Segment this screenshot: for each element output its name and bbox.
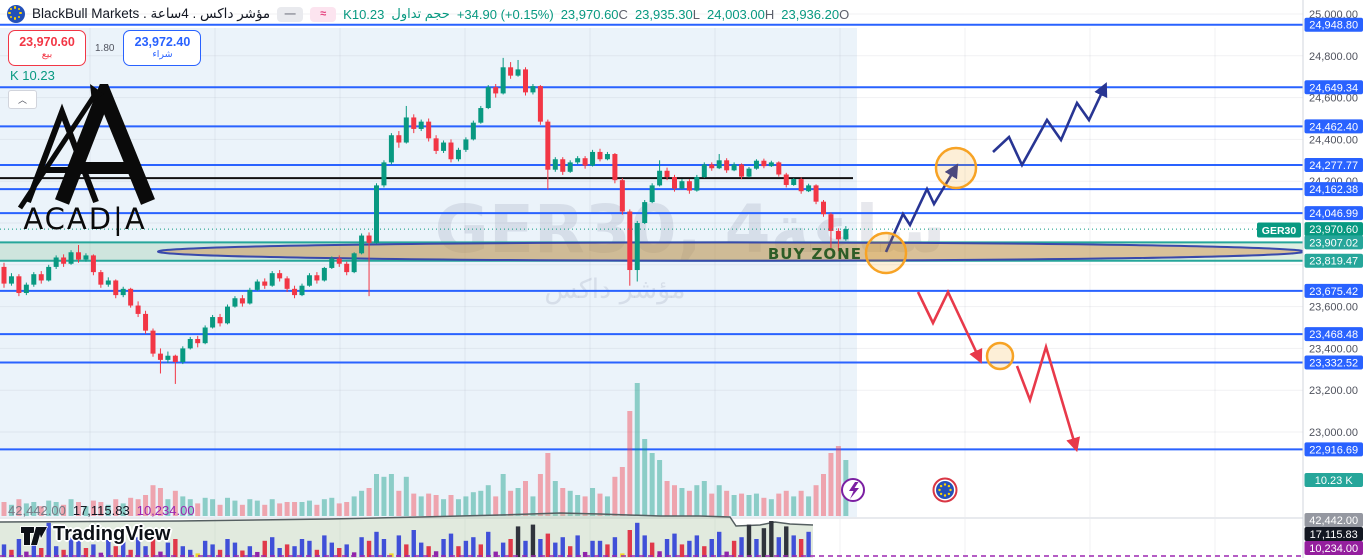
buy-price: 23,972.40 (134, 35, 191, 50)
support-resistance-lines (0, 23, 1303, 451)
acadia-arrow (17, 88, 101, 210)
level-price-label: 23,468.48 (1304, 327, 1363, 342)
svg-text:23,600.00: 23,600.00 (1309, 302, 1358, 314)
svg-text:23,819.47: 23,819.47 (1309, 256, 1358, 268)
level-price-label: 24,948.80 (1304, 17, 1363, 32)
symbol-title[interactable]: مؤشر داكس . 4ساعة . BlackBull Markets (32, 6, 271, 21)
level-price-label: 24,649.34 (1304, 80, 1363, 95)
acadia-logo: ACAD|A (17, 84, 155, 236)
svg-text:22,916.69: 22,916.69 (1309, 444, 1358, 456)
lightning-marker-icon (841, 478, 865, 502)
svg-text:23,970.60: 23,970.60 (1309, 224, 1358, 236)
bottom-pane-scale-label: 17,115.83 (1304, 527, 1363, 541)
current-price-label: 23,970.60 (1304, 222, 1363, 237)
symbol-price-tag: GER30 (1257, 222, 1301, 238)
spread-value: 1.80 (95, 42, 115, 54)
bottom-indicator-values: 42,442.00 17,115.83 10,234.00 (8, 503, 195, 518)
chart-legend: مؤشر داكس . 4ساعة . BlackBull Markets — … (0, 0, 1303, 28)
source-toggle-icon[interactable]: — (277, 6, 304, 22)
highlight-circle (985, 341, 1015, 371)
svg-text:23,200.00: 23,200.00 (1309, 385, 1358, 397)
sell-label: بيع (41, 48, 53, 60)
indicator-value-2: 17,115.83 (72, 503, 130, 518)
svg-text:23,907.02: 23,907.02 (1309, 237, 1358, 249)
svg-text:24,800.00: 24,800.00 (1309, 51, 1358, 63)
level-price-label: 24,162.38 (1304, 182, 1363, 197)
svg-text:10.23 K: 10.23 K (1315, 475, 1354, 487)
svg-text:GER30: GER30 (1262, 225, 1297, 237)
volume-scale-label: 10.23 K (1304, 473, 1363, 487)
bearish-projection-zigzag (916, 288, 1081, 453)
buy-zone-ellipse (157, 241, 1305, 262)
svg-text:24,948.80: 24,948.80 (1309, 20, 1358, 32)
svg-text:24,649.34: 24,649.34 (1309, 82, 1358, 94)
indicator-value-3: 10,234.00 (136, 503, 195, 518)
svg-text:24,400.00: 24,400.00 (1309, 134, 1358, 146)
high-value: 24,003.00H (707, 6, 775, 22)
svg-text:23,468.48: 23,468.48 (1309, 329, 1358, 341)
buy-zone-top-label: 23,907.02 (1304, 235, 1363, 250)
low-value: 23,935.30L (634, 6, 701, 22)
svg-text:23,000.00: 23,000.00 (1309, 427, 1358, 439)
eu-flag-icon (7, 5, 25, 23)
volume-value: K10.23 (343, 6, 385, 22)
bottom-pane-scale-label: 42,442.00 (1304, 513, 1363, 527)
bullish-projection-zigzag (884, 82, 1108, 253)
svg-text:23,675.42: 23,675.42 (1309, 286, 1358, 298)
session-tint (0, 28, 857, 517)
svg-text:24,277.77: 24,277.77 (1309, 160, 1358, 172)
highlight-circle (934, 146, 978, 190)
tradingview-logo[interactable]: TradingView (20, 521, 170, 547)
bottom-pane-scale-label: 10,234.00 (1304, 541, 1363, 555)
svg-text:24,600.00: 24,600.00 (1309, 93, 1358, 105)
volume-indicator-label[interactable]: حجم تداول (391, 6, 450, 21)
buy-zone-band (0, 242, 1303, 261)
sell-price: 23,970.60 (19, 35, 75, 50)
open-value: 23,936.20O (781, 6, 850, 22)
close-value: 23,970.60C (560, 6, 628, 22)
svg-text:10,234.00: 10,234.00 (1309, 543, 1358, 555)
eu-event-marker-icon (932, 477, 958, 503)
candles (1, 57, 849, 384)
acadia-logo-text: ACAD|A (23, 202, 146, 236)
buy-label: شراء (152, 48, 173, 60)
highlight-circle (864, 231, 908, 275)
svg-text:24,162.38: 24,162.38 (1309, 184, 1358, 196)
buy-button[interactable]: 23,972.40 شراء (123, 30, 202, 66)
svg-text:23,400.00: 23,400.00 (1309, 343, 1358, 355)
level-price-label: 24,277.77 (1304, 157, 1363, 172)
buy-zone-bottom-label: 23,819.47 (1304, 253, 1363, 268)
delta-bars (1, 521, 811, 557)
tradingview-mark-icon (20, 526, 48, 546)
level-price-label: 22,916.69 (1304, 442, 1363, 457)
svg-text:17,115.83: 17,115.83 (1310, 529, 1358, 541)
wave-indicator-icon[interactable]: ≈ (310, 6, 337, 22)
level-price-label: 24,046.99 (1304, 206, 1363, 221)
level-price-label: 23,675.42 (1304, 283, 1363, 298)
collapse-panel-button[interactable]: ︿ (8, 90, 37, 109)
svg-text:23,332.52: 23,332.52 (1309, 358, 1358, 370)
svg-text:42,442.00: 42,442.00 (1309, 515, 1358, 527)
level-price-label: 23,332.52 (1304, 355, 1363, 370)
sell-button[interactable]: 23,970.60 بيع (8, 30, 86, 66)
trade-panel: 23,970.60 بيع 1.80 23,972.40 شراء (8, 30, 202, 66)
volume-legend-value: K 10.23 (10, 68, 55, 83)
tradingview-logo-text: TradingView (53, 522, 171, 545)
svg-text:24,462.40: 24,462.40 (1309, 121, 1358, 133)
svg-text:24,046.99: 24,046.99 (1309, 208, 1358, 220)
indicator-value-1: 42,442.00 (8, 503, 66, 518)
buy-zone-label: BUY ZONE (768, 245, 862, 263)
level-price-label: 24,462.40 (1304, 119, 1363, 134)
svg-text:مؤشر داكس: مؤشر داكس (544, 274, 685, 305)
price-change: +34.90 (+0.15%) (456, 6, 554, 22)
